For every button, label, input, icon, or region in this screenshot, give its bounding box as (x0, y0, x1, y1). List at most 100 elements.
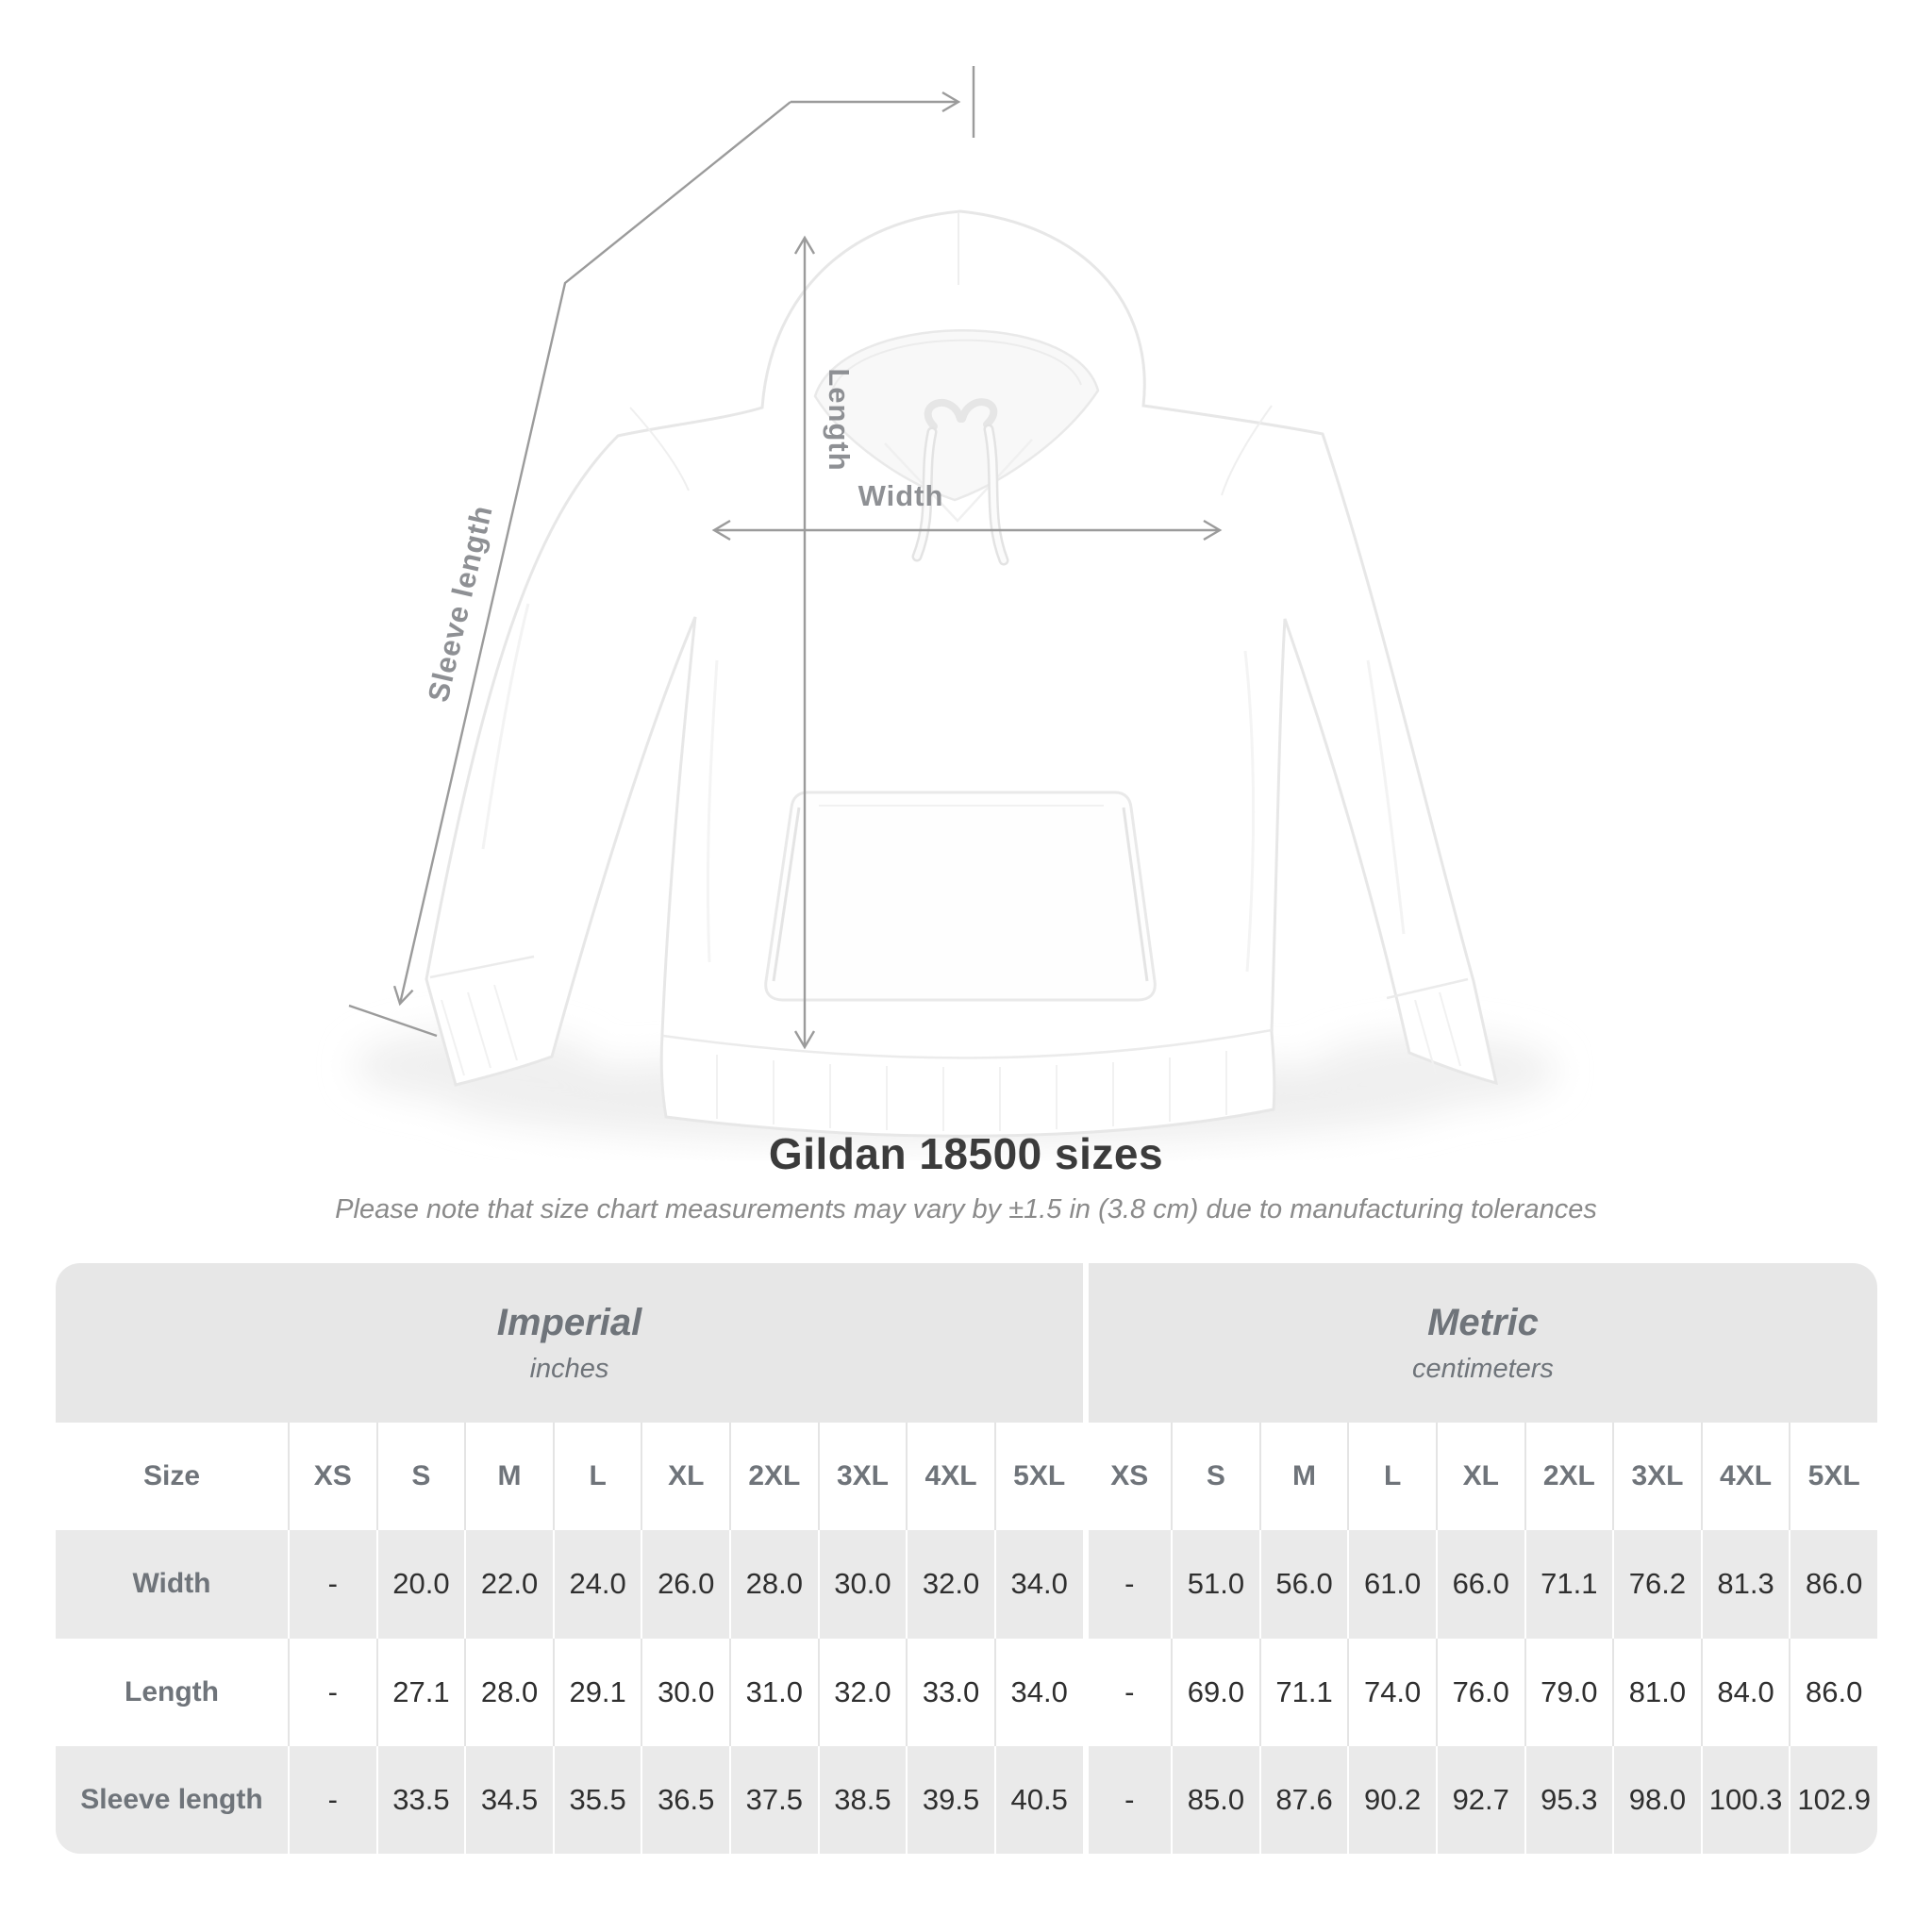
hoodie-measurement-diagram: Length Width Sleeve length (348, 66, 1557, 1144)
value-cell: 28.0 (729, 1530, 818, 1639)
value-cell: 34.0 (993, 1638, 1083, 1746)
measurement-lines (348, 66, 1223, 1050)
value-cell: 29.1 (552, 1638, 641, 1746)
table-row-sleeve-length: Sleeve length - 33.5 34.5 35.5 36.5 37.5 38.5 39… (56, 1745, 1877, 1854)
value-cell: 71.1 (1258, 1638, 1348, 1746)
value-cell: 92.7 (1435, 1745, 1524, 1854)
size-header-metric-5xl: 5XL (1789, 1423, 1877, 1531)
value-cell: 98.0 (1612, 1745, 1701, 1854)
value-cell: 30.0 (817, 1530, 907, 1639)
size-header-metric-4xl: 4XL (1700, 1423, 1790, 1531)
value-cell: 66.0 (1435, 1530, 1524, 1639)
size-header-imperial-2xl: 2XL (729, 1423, 818, 1531)
value-cell: 76.2 (1612, 1530, 1701, 1639)
value-cell: 39.5 (906, 1745, 994, 1854)
size-header-imperial-m: M (464, 1423, 553, 1531)
size-header-imperial-4xl: 4XL (906, 1423, 994, 1531)
size-header-imperial-3xl: 3XL (817, 1423, 907, 1531)
value-cell: 56.0 (1258, 1530, 1348, 1639)
row-label: Sleeve length (80, 1783, 263, 1815)
size-column-header: Size (142, 1460, 201, 1492)
unit-header-row: Imperial inches Metric centimeters (56, 1263, 1877, 1423)
value-cell: 38.5 (817, 1745, 907, 1854)
length-label: Length (823, 368, 856, 471)
value-cell: 84.0 (1700, 1638, 1790, 1746)
value-cell: 81.0 (1612, 1638, 1701, 1746)
value-cell: 31.0 (729, 1638, 818, 1746)
value-cell: 81.3 (1700, 1530, 1790, 1639)
value-cell: 61.0 (1347, 1530, 1436, 1639)
value-cell: 34.0 (993, 1530, 1083, 1639)
value-cell: 32.0 (906, 1530, 994, 1639)
kangaroo-pocket (764, 791, 1157, 1002)
value-cell: - (1082, 1745, 1172, 1854)
page-title: Gildan 18500 sizes (768, 1129, 1164, 1178)
value-cell: 35.5 (552, 1745, 641, 1854)
value-cell: 33.0 (906, 1638, 994, 1746)
value-cell: 79.0 (1524, 1638, 1613, 1746)
hoodie-body (425, 209, 1499, 1138)
value-cell: - (1082, 1638, 1172, 1746)
value-cell: 95.3 (1524, 1745, 1613, 1854)
value-cell: - (288, 1530, 376, 1639)
size-table: Imperial inches Metric centimeters Size X… (56, 1263, 1877, 1854)
size-header-metric-l: L (1347, 1423, 1436, 1531)
value-cell: 90.2 (1347, 1745, 1436, 1854)
size-header-imperial-5xl: 5XL (993, 1423, 1083, 1531)
value-cell: 69.0 (1171, 1638, 1259, 1746)
value-cell: 22.0 (464, 1530, 553, 1639)
sleeve-length-label: Sleeve length (422, 502, 499, 705)
size-table-grid: Size XS S M L XL 2XL 3XL 4XL 5XL XS S M L XL 2XL 3XL 4XL 5… (56, 1423, 1877, 1854)
row-label: Length (125, 1675, 219, 1707)
imperial-unit: inches (529, 1353, 609, 1384)
width-label: Width (858, 479, 944, 512)
size-header-metric-2xl: 2XL (1524, 1423, 1613, 1531)
size-header-metric-3xl: 3XL (1612, 1423, 1701, 1531)
value-cell: 37.5 (729, 1745, 818, 1854)
size-header-metric-s: S (1171, 1423, 1259, 1531)
value-cell: 87.6 (1258, 1745, 1348, 1854)
metric-label: Metric (1427, 1301, 1539, 1343)
row-label: Width (132, 1568, 211, 1600)
table-row-width: Width -20.0 22.0 24.0 26.0 28.0 30.0 32.0 34.0-5… (56, 1530, 1877, 1639)
value-cell: 36.5 (641, 1745, 729, 1854)
value-cell: 20.0 (375, 1530, 465, 1639)
size-header-imperial-s: S (375, 1423, 465, 1531)
value-cell: 76.0 (1435, 1638, 1524, 1746)
cuff-tick (348, 1004, 438, 1038)
size-header-row: Size XS S M L XL 2XL 3XL 4XL 5XL XS S M L XL 2XL 3XL 4XL 5… (56, 1423, 1877, 1531)
size-header-metric-xl: XL (1435, 1423, 1524, 1531)
value-cell: 85.0 (1171, 1745, 1259, 1854)
sleeve-length-line (392, 101, 791, 1007)
value-cell: 24.0 (552, 1530, 641, 1639)
drawstrings (911, 398, 1009, 566)
size-header-imperial-xl: XL (641, 1423, 729, 1531)
size-header-metric-m: M (1258, 1423, 1348, 1531)
value-cell: 26.0 (641, 1530, 729, 1639)
imperial-header: Imperial inches (56, 1263, 1083, 1423)
value-cell: - (288, 1638, 376, 1746)
value-cell: 71.1 (1524, 1530, 1613, 1639)
value-cell: 30.0 (641, 1638, 729, 1746)
value-cell: - (1082, 1530, 1172, 1639)
value-cell: 28.0 (464, 1638, 553, 1746)
table-row-length: Length -27.1 28.0 29.1 30.0 31.0 32.0 33.0 34.0-… (56, 1638, 1877, 1746)
value-cell: 33.5 (375, 1745, 465, 1854)
value-cell: 86.0 (1789, 1530, 1877, 1639)
value-cell: 74.0 (1347, 1638, 1436, 1746)
tolerance-note: Please note that size chart measurements… (335, 1194, 1597, 1224)
metric-header: Metric centimeters (1083, 1263, 1877, 1423)
value-cell: 34.5 (464, 1745, 553, 1854)
hoodie-illustration (425, 209, 1499, 1138)
size-header-imperial-xs: XS (288, 1423, 376, 1531)
size-header-imperial-l: L (552, 1423, 641, 1531)
value-cell: 32.0 (817, 1638, 907, 1746)
value-cell: 102.9 (1789, 1745, 1877, 1854)
value-cell: 86.0 (1789, 1638, 1877, 1746)
value-cell: 51.0 (1171, 1530, 1259, 1639)
imperial-label: Imperial (496, 1301, 642, 1343)
metric-unit: centimeters (1412, 1353, 1554, 1384)
value-cell: 100.3 (1700, 1745, 1790, 1854)
value-cell: 40.5 (993, 1745, 1083, 1854)
